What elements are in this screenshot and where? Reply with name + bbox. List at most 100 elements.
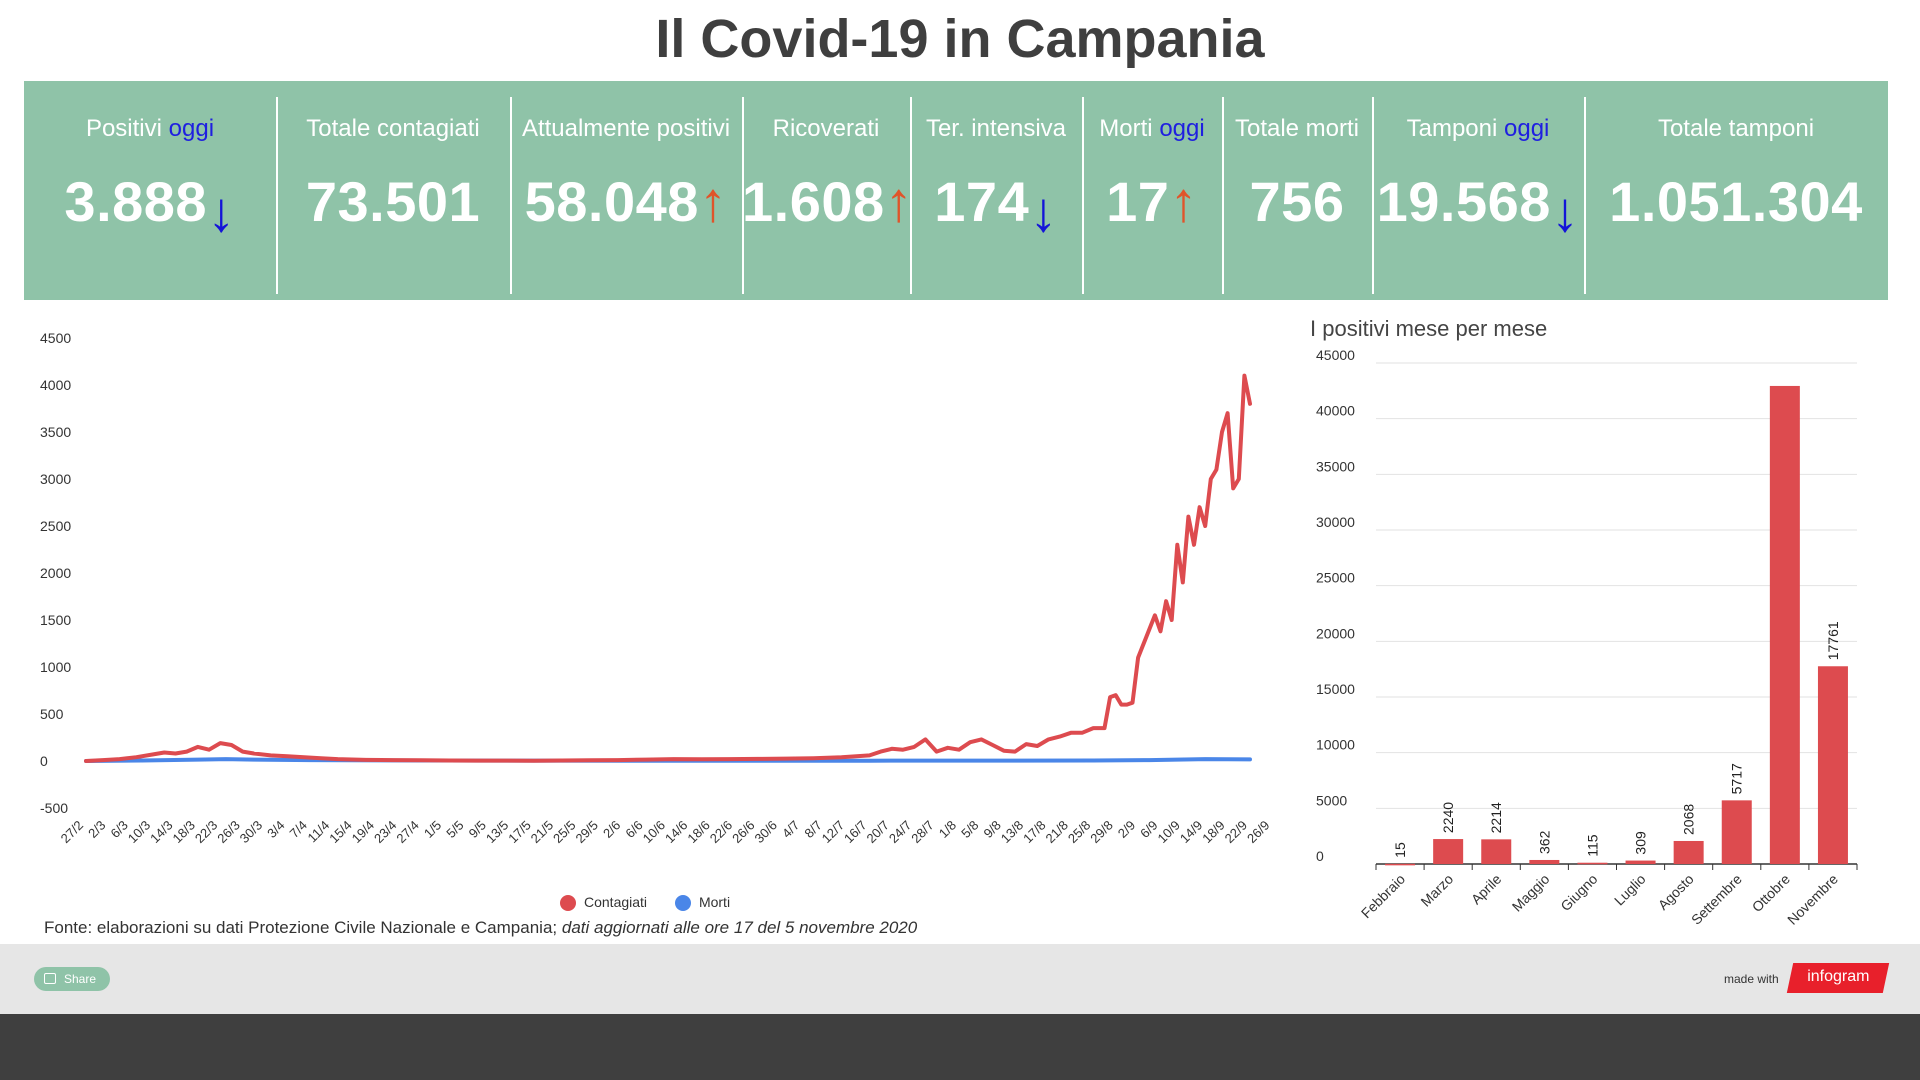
stat-label: Morti oggi: [1082, 115, 1222, 143]
x-tick-label: 14/3: [147, 818, 176, 847]
x-tick-label: 20/7: [863, 818, 892, 847]
stat-label: Totale contagiati: [276, 115, 510, 143]
y-tick-label: 500: [40, 706, 64, 722]
x-tick-label: 26/6: [729, 818, 758, 847]
stat-label-text: Attualmente positivi: [521, 115, 731, 142]
x-tick-label: 18/6: [684, 818, 713, 847]
stat-label-text: Totale contagiati: [306, 115, 480, 142]
x-tick-label: 17/5: [505, 818, 534, 847]
x-tick-label: 23/4: [371, 818, 400, 847]
legend-item-morti[interactable]: Morti: [674, 894, 730, 912]
stat-label-text: Positivi: [85, 115, 162, 142]
stat-label-text: Morti: [1099, 115, 1153, 142]
x-tick-label: 19/4: [349, 818, 378, 847]
y-tick-label: 3500: [40, 424, 71, 440]
y-tick-label: 4000: [40, 377, 71, 393]
y-tick-label: 25000: [1316, 570, 1355, 586]
x-tick-label: 29/5: [572, 818, 601, 847]
bar-value-label: 362: [1536, 830, 1552, 854]
stat-divider: [1584, 97, 1586, 294]
x-tick-label: 22/9: [1222, 818, 1251, 847]
legend-label-contagiati: Contagiati: [584, 894, 648, 910]
x-category-label: Luglio: [1611, 871, 1649, 909]
share-button[interactable]: Share: [34, 967, 110, 991]
x-tick-label: 26/3: [214, 818, 243, 847]
stat-label: Tamponi oggi: [1372, 115, 1584, 143]
stat-value: 3.888↓: [24, 169, 276, 244]
series-line-contagiati: [84, 373, 1252, 763]
stat-card-6: Totale morti 756: [1222, 81, 1372, 300]
stat-value: 73.501: [276, 169, 510, 234]
x-tick-label: 1/5: [421, 818, 444, 841]
stat-label-text: Totale morti: [1234, 115, 1360, 142]
stat-value-number: 174: [934, 170, 1030, 233]
daily-line-chart: 4500 4000 3500 3000 2500 2000 1500 1000 500 0 -500…: [40, 330, 1270, 847]
x-tick-label: 3/4: [264, 818, 287, 841]
stat-value: 756: [1222, 169, 1372, 234]
bottom-dark-bar: [0, 1014, 1920, 1080]
y-tick-label: 40000: [1316, 403, 1355, 419]
stat-card-3: Ricoverati 1.608↑: [742, 81, 913, 300]
y-tick-label: 4500: [40, 330, 71, 346]
stat-label-text: Totale tamponi: [1657, 115, 1815, 142]
x-tick-label: 10/6: [640, 818, 669, 847]
made-with-text: made with: [1724, 972, 1779, 986]
stat-label-text: Ricoverati: [772, 115, 880, 142]
x-tick-label: 25/5: [550, 818, 579, 847]
bar-value-label: 2240: [1440, 802, 1456, 833]
bar-settembre: [1721, 800, 1752, 864]
arrow-down-icon: ↓: [1029, 180, 1058, 243]
bar-value-label: 2214: [1488, 802, 1504, 833]
x-tick-label: 15/4: [326, 818, 355, 847]
stat-divider: [1372, 97, 1374, 294]
bar-giugno: [1577, 862, 1608, 865]
x-tick-label: 27/2: [58, 818, 87, 847]
y-tick-label: 2500: [40, 518, 71, 534]
stat-divider: [1082, 97, 1084, 294]
stat-card-0: Positivi oggi 3.888↓: [24, 81, 276, 300]
stat-value: 19.568↓: [1372, 169, 1584, 244]
stat-value: 174↓: [910, 169, 1082, 244]
y-tick-label: 1000: [40, 659, 71, 675]
arrow-up-icon: ↑: [698, 170, 728, 233]
stat-divider: [510, 97, 512, 294]
stat-label: Attualmente positivi: [510, 115, 742, 143]
bar-aprile: [1481, 839, 1512, 864]
bar-agosto: [1673, 840, 1704, 864]
legend-item-contagiati[interactable]: Contagiati: [560, 894, 648, 912]
stat-value-number: 73.501: [305, 170, 481, 233]
y-tick-label: 0: [1316, 848, 1324, 864]
share-label: Share: [64, 972, 97, 986]
bar-ottobre: [1769, 385, 1800, 864]
y-tick-label: 30000: [1316, 514, 1355, 530]
x-tick-label: 13/8: [998, 818, 1027, 847]
infogram-logo[interactable]: infogram: [1786, 963, 1890, 993]
y-tick-label: 10000: [1316, 737, 1355, 753]
stat-value: 1.608↑: [742, 169, 913, 234]
stat-label: Ricoverati: [742, 115, 910, 143]
x-tick-label: 21/8: [1043, 818, 1072, 847]
arrow-up-icon: ↑: [884, 170, 914, 233]
legend-dot-contagiati: [560, 895, 576, 912]
x-tick-label: 18/9: [1199, 818, 1228, 847]
y-tick-label: 5000: [1316, 792, 1347, 808]
monthly-bar-chart-panel: I positivi mese per mese 45000 40000 35000…: [1300, 312, 1870, 932]
bar-value-label: 17761: [1825, 621, 1841, 660]
x-tick-label: 18/3: [170, 818, 199, 847]
stat-value-number: 1.051.304: [1609, 170, 1863, 233]
x-tick-label: 5/8: [958, 818, 981, 841]
x-tick-label: 30/6: [752, 818, 781, 847]
x-tick-label: 2/9: [1115, 818, 1138, 841]
stat-value: 58.048↑: [510, 169, 742, 234]
x-category-label: Agosto: [1655, 871, 1697, 913]
stat-value-number: 19.568: [1376, 170, 1551, 233]
legend-dot-morti: [674, 895, 691, 912]
stat-label-text: Ter. intensiva: [925, 115, 1067, 142]
page-title: Il Covid-19 in Campania: [655, 9, 1265, 69]
x-tick-label: 22/6: [707, 818, 736, 847]
x-category-label: Febbraio: [1358, 871, 1409, 922]
x-category-label: Settembre: [1688, 871, 1745, 928]
y-tick-label: -500: [40, 800, 68, 816]
x-category-label: Maggio: [1509, 871, 1553, 915]
bar-marzo: [1433, 839, 1464, 864]
